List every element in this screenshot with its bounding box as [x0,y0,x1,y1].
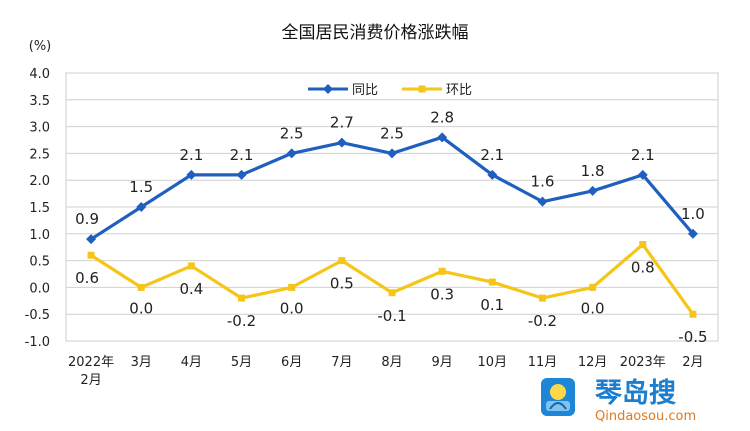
x-tick-label: 9月 [432,355,453,370]
data-point [487,169,498,180]
x-tick-label: 2022年 [68,355,114,370]
data-label: 1.0 [681,205,705,223]
y-tick-label: 2.0 [29,174,50,189]
legend: 同比 环比 [308,83,472,98]
legend-marker [323,84,333,94]
data-label: 2.8 [430,108,454,126]
data-label: 1.6 [531,173,555,191]
data-point [587,185,598,196]
data-point [137,283,145,291]
y-tick-label: 2.5 [29,147,50,162]
x-tick-label: 3月 [131,355,152,370]
x-tick-label: 2月 [80,373,101,388]
data-point [238,294,246,302]
data-point [589,283,597,291]
data-label: 2.7 [330,114,354,132]
series-同比: 0.9 1.5 2.1 2.1 2.5 2.7 2.5 2.8 2.1 1.6 1.8 2.1 1.0 [75,108,705,245]
data-point [637,169,648,180]
y-tick-label: 0.5 [29,255,50,270]
data-label: 0.0 [280,299,304,317]
y-tick-label: 1.0 [29,228,50,243]
data-point [387,148,397,159]
data-label: 0.8 [631,259,655,277]
data-label: 2.1 [230,146,254,164]
y-tick-label: 0.0 [29,281,50,296]
data-point [488,278,496,286]
watermark-url: Qindaosou.com [595,409,696,424]
watermark: 琴岛搜 Qindaosou.com [541,377,696,424]
data-point [236,169,247,180]
data-label: 2.1 [179,146,203,164]
data-label: 2.1 [480,146,504,164]
data-label: 0.5 [330,275,354,293]
x-tick-label: 4月 [181,355,202,370]
data-label: 2.5 [380,124,404,142]
data-label: 0.6 [75,269,99,287]
y-tick-label: -0.5 [25,308,50,323]
data-label: -0.2 [227,312,256,330]
x-tick-label: 6月 [281,355,302,370]
x-tick-label: 11月 [528,355,558,370]
data-point [187,262,195,270]
data-label: 1.5 [129,178,153,196]
data-label: 1.8 [581,162,605,180]
watermark-brand: 琴岛搜 [595,377,676,409]
plot-area: 4.0 3.5 3.0 2.5 2.0 1.5 1.0 0.5 0.0 -0.5 -1.0 2022年… [25,67,719,388]
data-point [639,241,647,249]
data-point [437,132,448,143]
legend-label: 同比 [352,83,378,98]
chart-title: 全国居民消费价格涨跌幅 [282,23,469,43]
y-tick-label: 4.0 [29,67,50,82]
legend-label: 环比 [446,83,472,98]
data-point [336,137,347,148]
x-tick-label: 12月 [578,355,608,370]
data-point [689,310,697,318]
data-label: 0.4 [179,280,203,298]
data-point [388,289,396,297]
data-point [86,234,97,245]
x-tick-label: 8月 [381,355,402,370]
data-label: 0.1 [480,296,504,314]
data-point [687,228,698,239]
data-point [136,202,147,212]
data-label: 0.9 [75,210,99,228]
y-tick-label: 3.0 [29,121,50,136]
data-point [288,283,296,291]
data-point [538,294,546,302]
y-axis-unit: (%) [29,39,52,54]
data-point [87,251,95,259]
data-point [286,148,297,159]
x-tick-label: 7月 [331,355,352,370]
data-label: 0.0 [129,299,153,317]
x-tick-label: 2月 [682,355,703,370]
data-label: -0.2 [528,312,557,330]
data-label: 0.0 [581,299,605,317]
data-label: 2.5 [280,124,304,142]
qindaosou-logo-icon [541,378,575,416]
data-label: -0.5 [678,328,707,346]
data-point [338,257,346,265]
data-point [438,267,446,275]
series-环比: 0.6 0.0 0.4 -0.2 0.0 0.5 -0.1 0.3 0.1 -0.2 0.0 0.8 -… [75,241,708,346]
x-tick-label: 10月 [478,355,508,370]
data-label: 0.3 [430,285,454,303]
y-tick-label: -1.0 [25,335,50,350]
x-tick-label: 5月 [231,355,252,370]
data-label: -0.1 [377,307,406,325]
y-tick-label: 3.5 [29,94,50,109]
data-point [186,169,197,180]
legend-marker [418,85,426,93]
data-label: 2.1 [631,146,655,164]
x-tick-label: 2023年 [620,355,666,370]
data-point [537,196,548,207]
y-tick-label: 1.5 [29,201,50,216]
